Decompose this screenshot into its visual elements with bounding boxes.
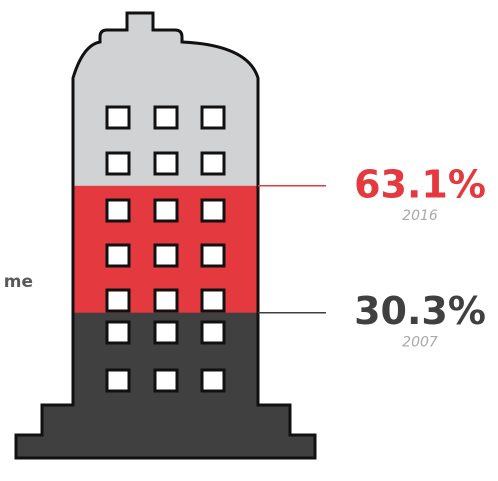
window: [200, 198, 226, 223]
window: [200, 320, 226, 345]
building-outline: [14, 11, 317, 460]
window: [200, 288, 226, 313]
window: [105, 243, 131, 268]
year-label: 2016: [402, 208, 438, 224]
annotation: me: [4, 272, 33, 292]
value-label: 63.1%: [354, 162, 486, 206]
window: [105, 151, 131, 176]
window: [153, 320, 179, 345]
window: [200, 151, 226, 176]
windows: [105, 105, 226, 393]
window: [105, 288, 131, 313]
window: [105, 105, 131, 130]
year-label: 2007: [402, 335, 438, 351]
building-fill: [16, 13, 315, 458]
window: [153, 288, 179, 313]
window: [105, 368, 131, 393]
window: [153, 368, 179, 393]
window: [105, 198, 131, 223]
window: [153, 151, 179, 176]
window: [153, 243, 179, 268]
value-label: 30.3%: [354, 289, 486, 333]
window: [105, 320, 131, 345]
window: [153, 105, 179, 130]
window: [153, 198, 179, 223]
window: [200, 368, 226, 393]
window: [200, 243, 226, 268]
window: [200, 105, 226, 130]
